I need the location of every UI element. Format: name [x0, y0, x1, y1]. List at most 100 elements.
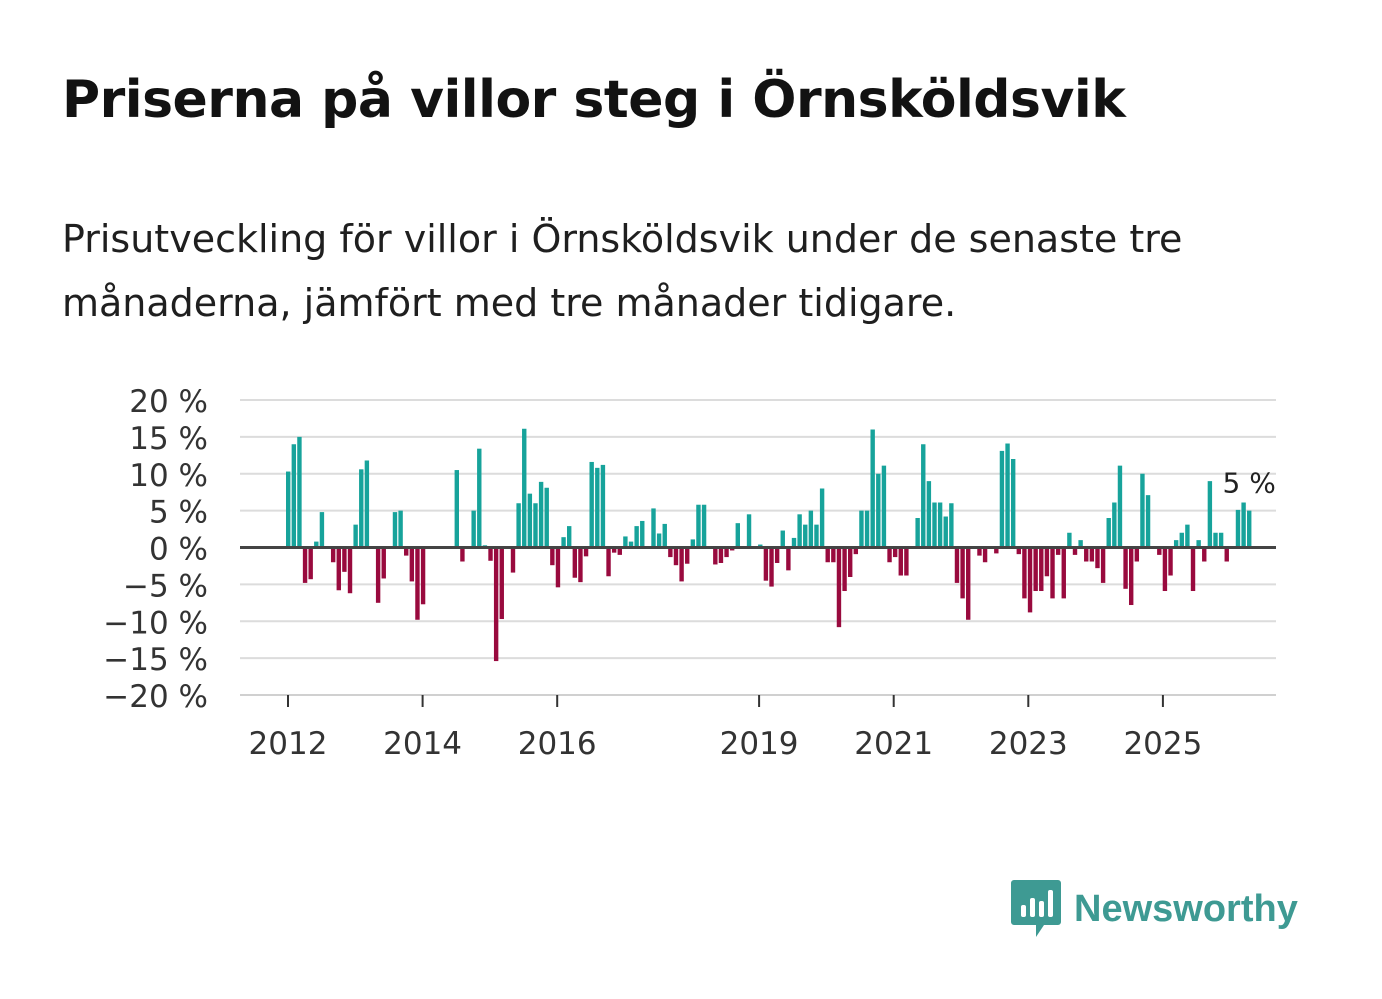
newsworthy-logo-icon [1011, 880, 1061, 937]
bar-positive [662, 523, 667, 548]
bar-negative [1039, 547, 1044, 592]
bar-negative [718, 547, 724, 563]
bar-positive [364, 460, 370, 548]
bar-negative [713, 547, 718, 565]
bar-positive [567, 526, 572, 548]
bar-positive [814, 524, 819, 548]
bar-negative [460, 547, 465, 562]
bar-negative [1084, 547, 1089, 562]
bar-positive [600, 464, 606, 548]
bar-positive [1106, 518, 1111, 548]
bar-negative [404, 547, 409, 556]
bar-negative [308, 547, 313, 580]
bar-positive [1207, 481, 1213, 548]
bar-negative [1168, 547, 1173, 576]
bar-negative [1061, 547, 1066, 599]
bar-negative [977, 547, 982, 556]
y-tick-label: 20 % [129, 384, 208, 420]
bar-negative [606, 547, 611, 577]
bar-negative [375, 547, 381, 603]
bar-positive [522, 428, 527, 548]
bar-negative [1050, 547, 1055, 599]
bar-positive [392, 512, 398, 548]
bar-negative [381, 547, 386, 579]
bar-positive [864, 510, 870, 548]
bar-positive [735, 523, 740, 548]
bar-positive [690, 539, 696, 548]
bar-negative [493, 547, 499, 662]
bar-negative [420, 547, 426, 605]
bar-positive [1145, 495, 1151, 548]
bar-positive [797, 514, 802, 548]
x-tick-label: 2019 [720, 726, 799, 762]
bar-negative [1055, 547, 1061, 555]
bar-positive [999, 450, 1005, 548]
bar-positive [870, 429, 875, 548]
bar-negative [1100, 547, 1106, 583]
bar-positive [319, 512, 325, 548]
bar-positive [1140, 473, 1145, 548]
bar-negative [617, 547, 622, 555]
y-tick-label: 10 % [129, 458, 208, 494]
y-tick-label: 15 % [129, 421, 208, 457]
bar-positive [656, 533, 662, 548]
bar-positive [859, 510, 864, 548]
bar-positive [359, 469, 364, 548]
bar-negative [679, 547, 684, 582]
bar-negative [1190, 547, 1196, 592]
bar-negative [966, 547, 971, 620]
bar-positive [791, 537, 797, 548]
bar-positive [477, 448, 482, 548]
bar-negative [1162, 547, 1168, 592]
bar-negative [954, 547, 960, 583]
bar-negative [555, 547, 561, 588]
bar-positive [1235, 509, 1241, 548]
bar-negative [960, 547, 965, 599]
bar-positive [876, 473, 881, 548]
bar-negative [1016, 547, 1021, 555]
bar-negative [774, 547, 780, 563]
bar-negative [1129, 547, 1134, 606]
y-tick-label: 5 % [149, 495, 208, 531]
bar-positive [398, 510, 403, 548]
bar-negative [1202, 547, 1207, 562]
y-tick-label: −15 % [103, 642, 208, 678]
bar-positive [926, 481, 932, 548]
y-tick-label: −5 % [123, 568, 208, 604]
bar-positive [640, 520, 645, 548]
bar-negative [1072, 547, 1078, 555]
x-tick-label: 2016 [518, 726, 597, 762]
bar-positive [1196, 540, 1201, 548]
bar-positive [589, 461, 594, 548]
bar-positive [1213, 532, 1218, 548]
bar-positive [803, 524, 808, 548]
bar-negative [1044, 547, 1050, 577]
bar-positive [1218, 532, 1224, 548]
bar-positive [454, 470, 459, 548]
bar-negative [763, 547, 769, 581]
bar-positive [1241, 502, 1246, 548]
y-tick-label: −20 % [103, 679, 208, 715]
bar-positive [701, 504, 707, 548]
bar-negative [825, 547, 830, 563]
bar-positive [780, 530, 785, 548]
bar-positive [819, 488, 825, 548]
bar-negative [510, 547, 516, 573]
bar-negative [904, 547, 909, 576]
bar-negative [831, 547, 836, 563]
x-tick-label: 2014 [383, 726, 462, 762]
newsworthy-brand[interactable]: Newsworthy [1010, 878, 1298, 940]
bar-negative [572, 547, 578, 578]
bar-negative [724, 547, 729, 558]
bar-positive [595, 467, 600, 548]
bar-positive [634, 526, 639, 548]
bar-negative [347, 547, 353, 594]
bar-negative [887, 547, 892, 563]
bar-negative [898, 547, 903, 576]
bar-positive [538, 481, 544, 548]
bar-positive [527, 493, 533, 548]
chart-title: Priserna på villor steg i Örnsköldsvik [62, 70, 1126, 130]
bar-positive [696, 504, 701, 548]
bar-positive [1247, 510, 1252, 548]
